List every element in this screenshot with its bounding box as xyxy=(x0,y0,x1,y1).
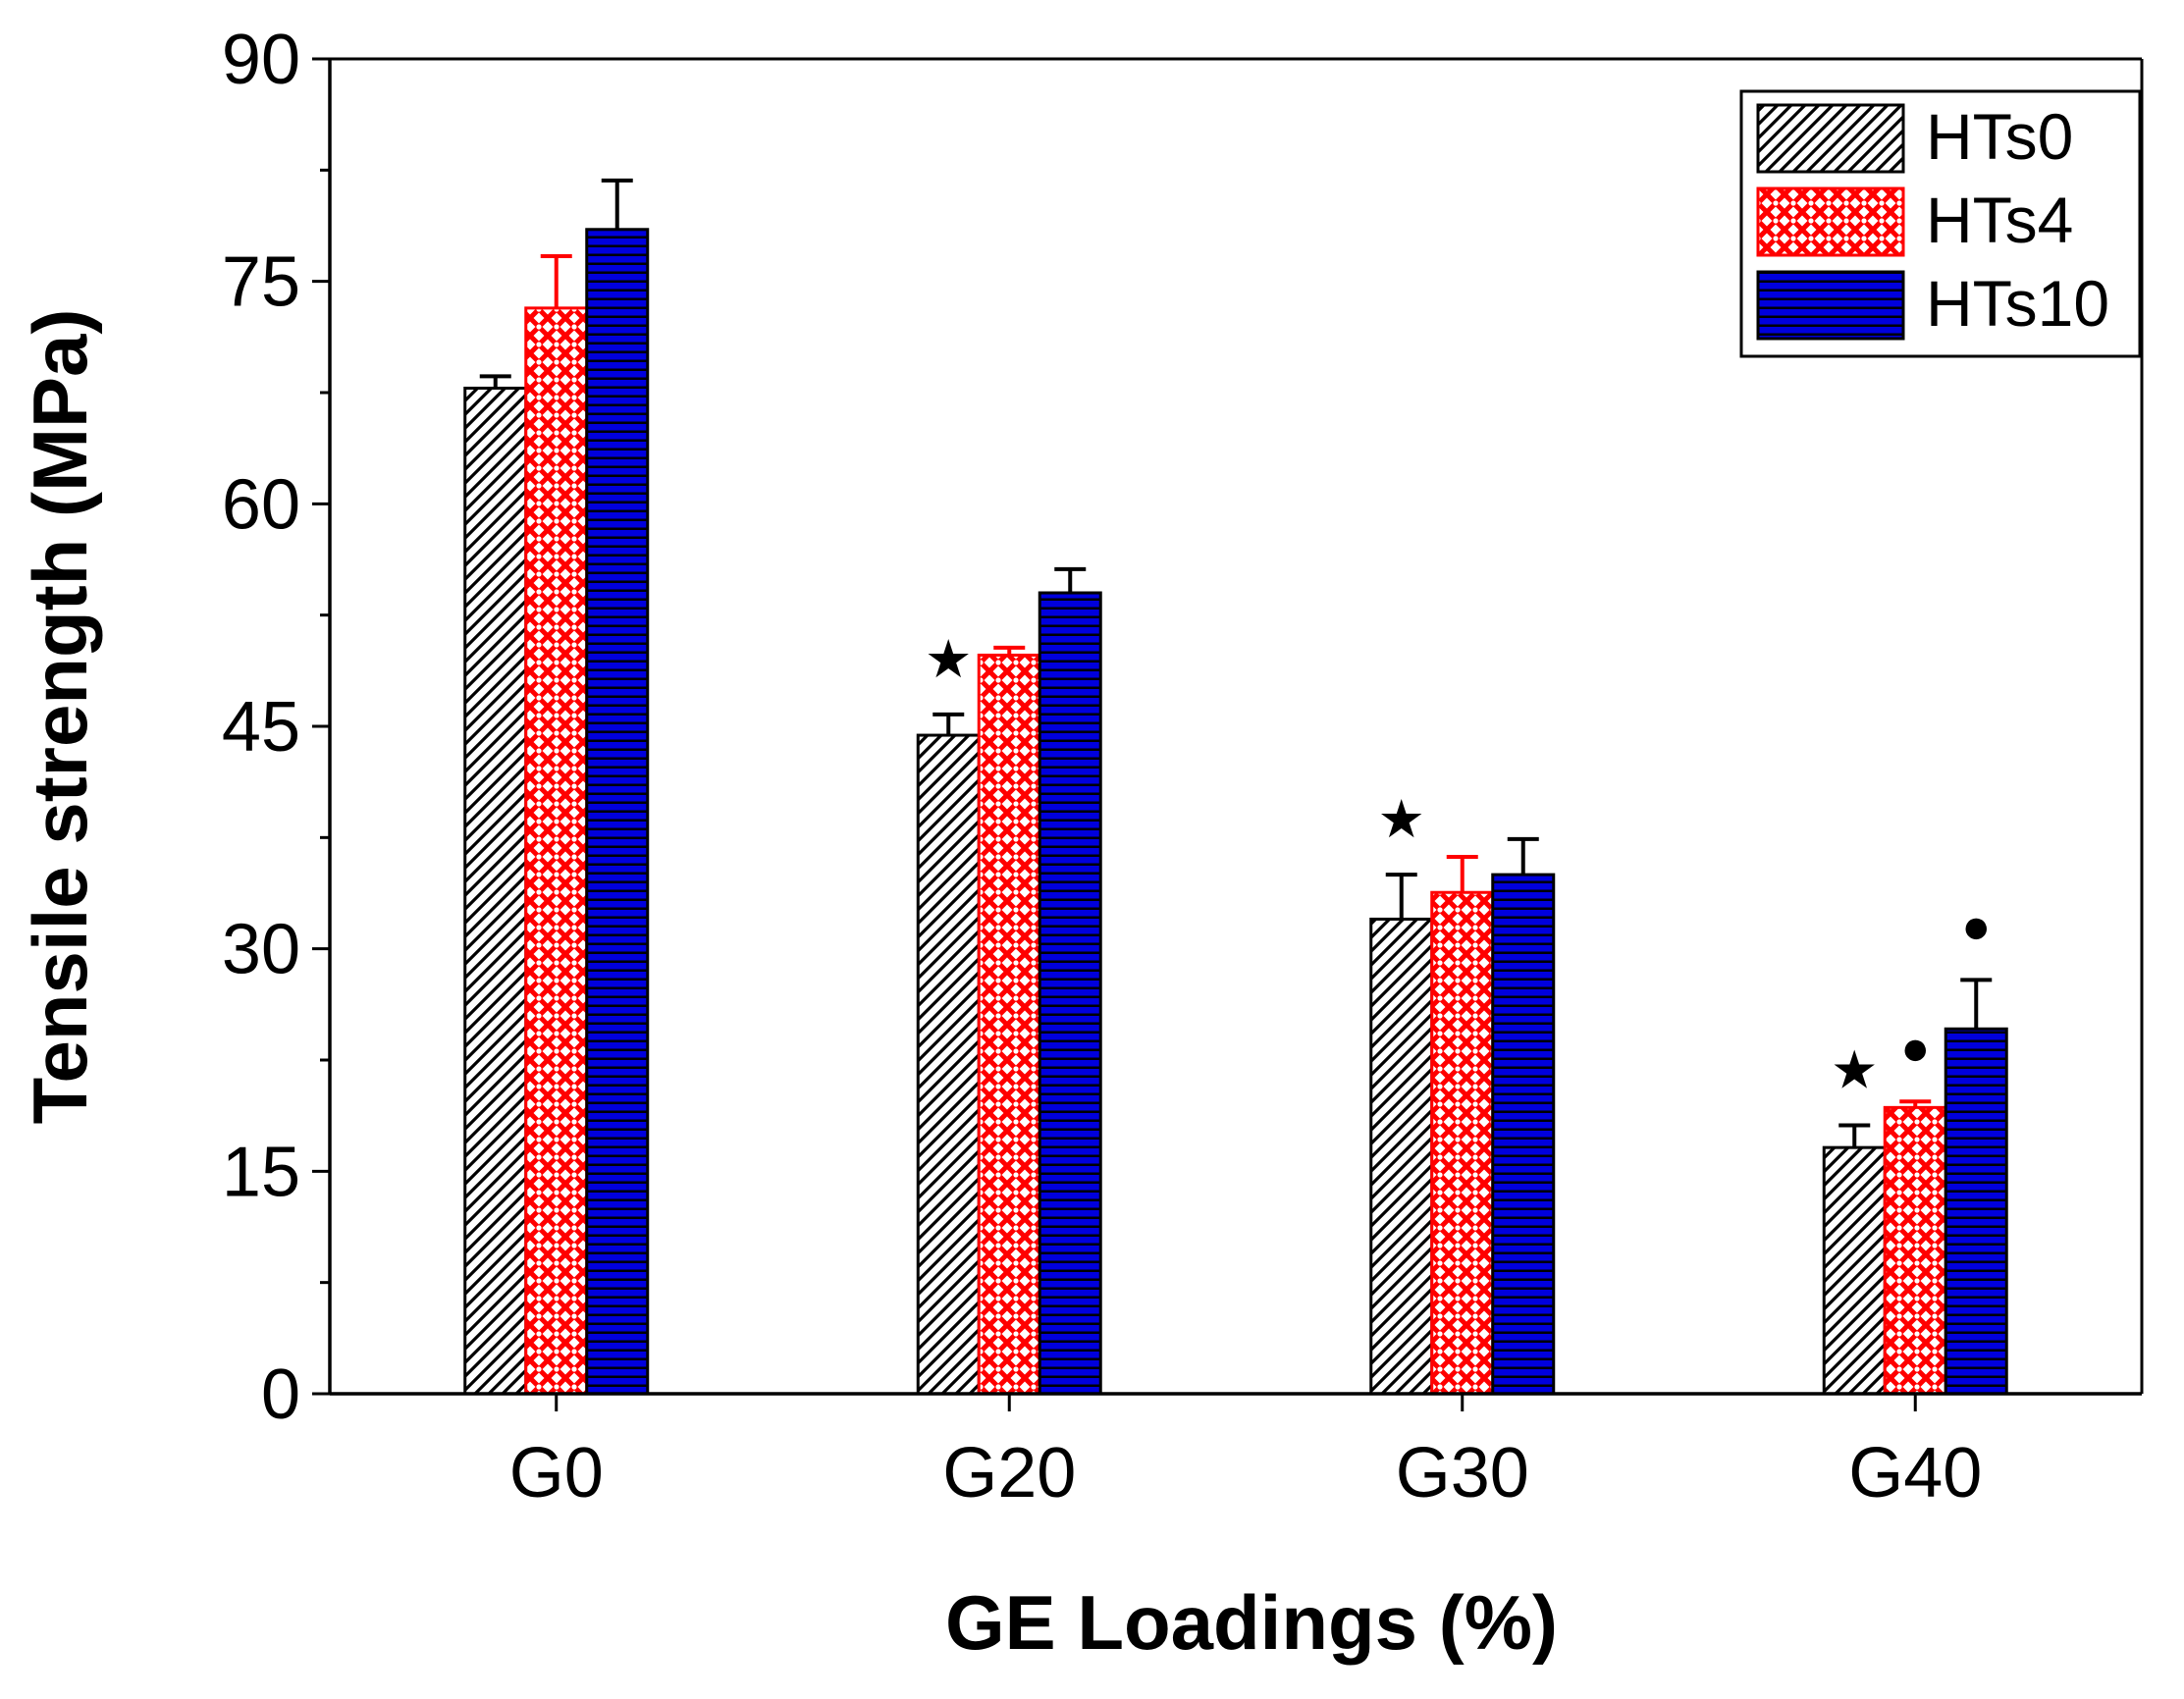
star-marker-hts0-g40: ★ xyxy=(1831,1040,1878,1099)
bar-hts4-g40 xyxy=(1883,1105,1947,1396)
y-tick-label: 30 xyxy=(222,911,300,989)
x-category-label-g30: G30 xyxy=(1396,1434,1529,1513)
legend: HTs0 HTs4 HTs10 xyxy=(1739,89,2142,358)
x-category-label-g40: G40 xyxy=(1848,1434,1982,1513)
star-marker-hts0-g30: ★ xyxy=(1378,790,1425,849)
legend-label-hts10: HTs10 xyxy=(1926,267,2109,340)
x-category-label-g20: G20 xyxy=(942,1434,1076,1513)
legend-swatch-hts4 xyxy=(1756,186,1905,257)
y-axis-title: Tensile strength (MPa) xyxy=(17,309,103,1125)
bar-hts0-g40 xyxy=(1822,1145,1887,1396)
bar-hts10-g0 xyxy=(585,228,650,1396)
y-tick-label: 45 xyxy=(222,688,300,767)
x-axis-title: GE Loadings (%) xyxy=(945,1579,1558,1666)
y-tick-label: 0 xyxy=(261,1355,300,1434)
star-marker-hts0-g20: ★ xyxy=(925,630,972,689)
bar-hts0-g30 xyxy=(1369,917,1434,1396)
y-tick-label: 60 xyxy=(222,465,300,544)
bar-hts0-g20 xyxy=(916,733,981,1396)
bar-hts4-g20 xyxy=(977,653,1041,1396)
bar-hts10-g40 xyxy=(1944,1027,2008,1396)
legend-label-hts4: HTs4 xyxy=(1926,184,2073,256)
bar-hts4-g30 xyxy=(1430,890,1495,1396)
bar-hts0-g0 xyxy=(463,386,528,1396)
x-category-label-g0: G0 xyxy=(509,1434,604,1513)
bar-hts10-g30 xyxy=(1491,873,1556,1396)
bar-hts4-g0 xyxy=(524,306,589,1396)
legend-label-hts0: HTs0 xyxy=(1926,100,2073,173)
legend-swatch-hts0 xyxy=(1756,103,1905,174)
y-tick-label: 75 xyxy=(222,243,300,322)
y-tick-label: 90 xyxy=(222,21,300,99)
dot-marker-hts4-g40: ● xyxy=(1900,1020,1930,1075)
bar-hts10-g20 xyxy=(1038,591,1102,1396)
legend-swatch-hts10 xyxy=(1756,270,1905,341)
dot-marker-hts10-g40: ● xyxy=(1961,898,1991,953)
y-tick-label: 15 xyxy=(222,1133,300,1211)
